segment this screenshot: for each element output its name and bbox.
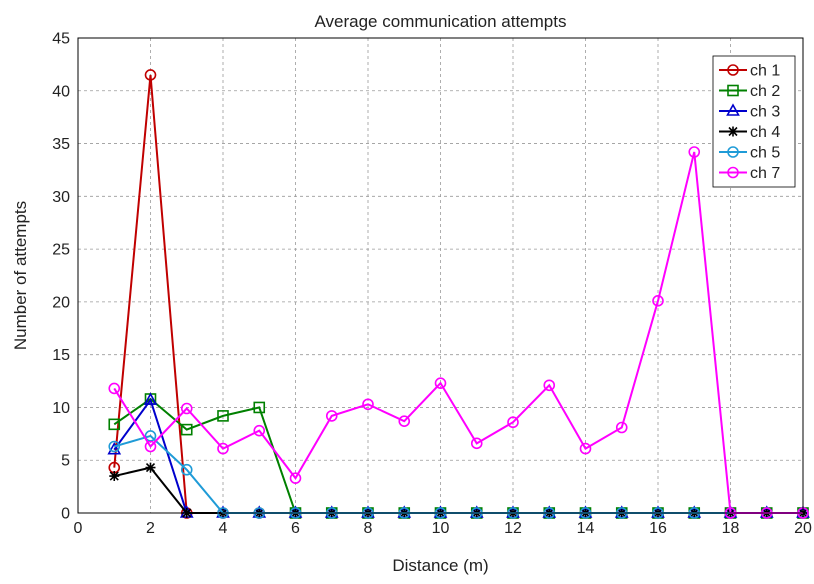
y-tick-label: 35 <box>52 136 70 153</box>
y-tick-label: 0 <box>61 506 70 523</box>
legend-swatch-marker <box>726 103 740 116</box>
data-point <box>289 472 302 484</box>
legend-item: ch 2 <box>719 83 780 100</box>
x-tick-label: 12 <box>504 520 522 537</box>
data-point <box>325 410 338 422</box>
y-tick-label: 45 <box>52 31 70 48</box>
x-tick-label: 6 <box>291 520 300 537</box>
y-tick-label: 25 <box>52 242 70 259</box>
x-tick-label: 18 <box>722 520 740 537</box>
legend-item: ch 1 <box>719 63 780 80</box>
legend-label: ch 7 <box>750 165 780 182</box>
legend-item: ch 7 <box>719 165 780 182</box>
data-point <box>108 440 121 453</box>
y-tick-label: 30 <box>52 189 70 206</box>
y-axis-label: Number of attempts <box>11 201 30 350</box>
legend-swatch-marker <box>727 64 739 76</box>
legend-label: ch 5 <box>750 145 780 162</box>
legend-item: ch 4 <box>719 124 780 141</box>
legend-swatch-marker <box>728 126 738 137</box>
data-point <box>217 442 229 455</box>
x-tick-label: 20 <box>794 520 812 537</box>
series-line <box>113 151 803 514</box>
y-tick-label: 15 <box>52 347 70 364</box>
grid <box>78 38 803 513</box>
legend-item: ch 5 <box>719 145 780 162</box>
x-tick-label: 14 <box>577 520 595 537</box>
x-tick-label: 0 <box>74 520 83 537</box>
x-tick-label: 4 <box>219 520 228 537</box>
y-tick-label: 40 <box>52 83 70 100</box>
legend-swatch-marker <box>727 84 739 97</box>
data-point <box>107 442 122 455</box>
data-point <box>108 418 121 431</box>
y-tick-label: 5 <box>61 453 70 470</box>
x-tick-label: 16 <box>649 520 667 537</box>
plot-area-border <box>77 37 804 514</box>
data-point <box>109 471 120 482</box>
legend-swatch-marker <box>727 146 739 158</box>
data-point <box>145 462 156 473</box>
data-point <box>507 416 519 429</box>
series-ch-7 <box>108 146 809 519</box>
data-point <box>217 410 229 422</box>
data-point <box>470 437 483 450</box>
legend-box <box>712 55 796 188</box>
legend-label: ch 3 <box>750 104 780 121</box>
legend: ch 1 ch 2 ch 3 ch 4 ch 5 ch 7 <box>712 55 796 188</box>
data-point <box>543 379 556 392</box>
data-point <box>579 442 592 455</box>
data-point <box>143 392 158 405</box>
data-point <box>688 146 701 158</box>
legend-swatch-marker <box>727 166 739 179</box>
legend-label: ch 1 <box>750 63 780 80</box>
data-point <box>108 382 121 395</box>
data-point <box>434 377 447 389</box>
legend-label: ch 2 <box>750 83 780 100</box>
data-point <box>253 401 266 414</box>
data-point <box>615 421 628 434</box>
data-point <box>253 424 266 437</box>
y-tick-label: 10 <box>52 400 70 417</box>
x-tick-label: 10 <box>432 520 450 537</box>
x-axis-label: Distance (m) <box>392 556 488 575</box>
chart-title: Average communication attempts <box>315 12 567 31</box>
x-tick-label: 2 <box>146 520 155 537</box>
legend-item: ch 3 <box>719 103 780 121</box>
x-tick-label: 8 <box>364 520 373 537</box>
data-point <box>144 440 157 453</box>
data-point <box>398 415 411 427</box>
axes: 0 2 4 6 8 10 12 14 16 18 20 0 5 10 15 20 25 30 35 40 45 <box>52 31 812 538</box>
data-point <box>180 463 193 476</box>
y-tick-label: 20 <box>52 294 70 311</box>
data-point <box>652 295 664 307</box>
data-point <box>180 423 193 436</box>
legend-label: ch 4 <box>750 124 780 141</box>
data-point <box>180 402 193 415</box>
data-point <box>144 69 157 81</box>
data-point <box>362 398 374 411</box>
